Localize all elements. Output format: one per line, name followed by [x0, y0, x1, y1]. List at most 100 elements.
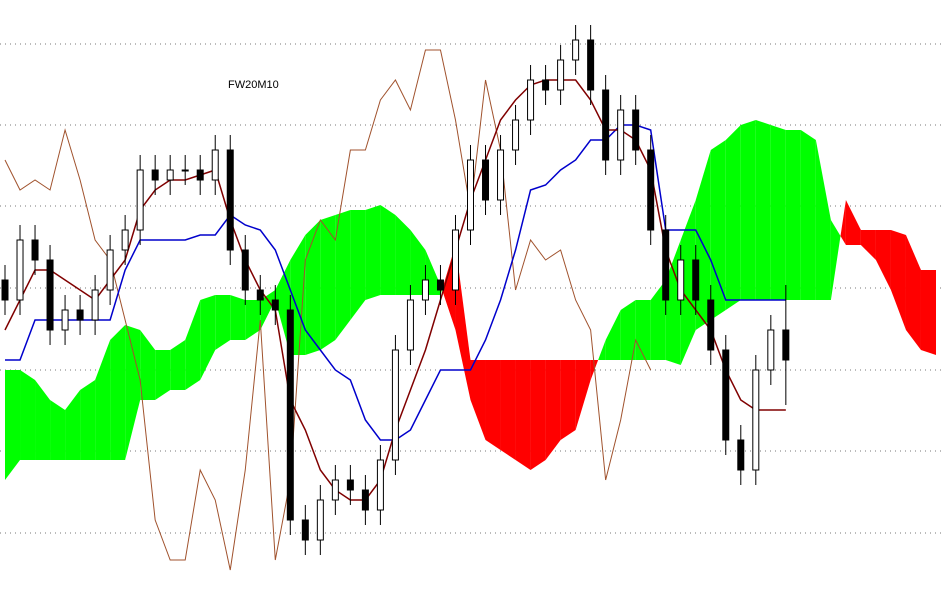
candle-body: [662, 229, 670, 301]
cloud-segment: [380, 205, 396, 295]
cloud-segment: [920, 270, 936, 355]
candle-body: [722, 349, 730, 441]
candle-body: [542, 79, 550, 91]
cloud-segment: [125, 325, 141, 460]
candle-body: [16, 239, 24, 301]
cloud-segment: [545, 360, 561, 460]
candle-body: [587, 39, 595, 91]
cloud-segment: [770, 125, 786, 300]
cloud-segment: [200, 295, 216, 380]
cloud-segment: [335, 210, 351, 340]
cloud-segment: [410, 230, 426, 295]
cloud-segment: [110, 325, 126, 460]
cloud-segment: [875, 230, 891, 290]
cloud-segment: [710, 140, 726, 320]
cloud-segment: [605, 310, 621, 360]
cloud-segment: [890, 230, 906, 330]
candle-body: [602, 89, 610, 161]
cloud-segment: [65, 390, 81, 460]
candle-body: [46, 259, 54, 331]
candle-body: [301, 519, 309, 541]
candle-body: [1, 279, 9, 301]
cloud-segment: [305, 220, 321, 355]
candle-body: [136, 169, 144, 231]
cloud-segment: [845, 200, 861, 245]
candle-body: [121, 229, 129, 251]
cloud-segment: [50, 400, 66, 460]
cloud-segment: [598, 340, 606, 360]
cloud-segment: [785, 130, 801, 300]
candle-body: [196, 169, 204, 181]
candle-body: [482, 159, 490, 201]
chart-title: FW20M10: [228, 79, 279, 91]
cloud-segment: [650, 280, 666, 360]
cloud-segment: [245, 300, 261, 340]
candle-body: [106, 249, 114, 291]
candle-body: [752, 369, 760, 471]
candle-body: [61, 309, 69, 331]
cloud-segment: [350, 210, 366, 320]
candle-body: [557, 59, 565, 91]
cloud-segment: [275, 260, 291, 355]
candle-body: [632, 109, 640, 151]
candle-body: [527, 79, 535, 121]
candle-body: [271, 299, 279, 311]
candle-body: [647, 149, 655, 231]
cloud-segment: [725, 125, 741, 310]
cloud-segment: [230, 295, 246, 340]
candle-body: [767, 329, 775, 371]
cloud-segment: [695, 150, 711, 330]
candle-body: [91, 289, 99, 321]
cloud-segment: [425, 250, 441, 295]
candle-body: [436, 279, 444, 291]
candle-body: [451, 229, 459, 291]
cloud-segment: [860, 230, 876, 260]
candle-body: [361, 489, 369, 511]
cloud-segment: [680, 200, 696, 365]
cloud-segment: [170, 340, 186, 390]
cloud-segment: [530, 360, 546, 470]
candle-body: [31, 239, 39, 261]
cloud-segment: [95, 340, 111, 460]
cloud-segment: [740, 120, 756, 300]
candle-body: [572, 39, 580, 61]
cloud-segment: [500, 360, 516, 460]
cloud-segment: [905, 235, 921, 350]
cloud-segment: [395, 215, 411, 295]
cloud-segment: [635, 300, 651, 360]
candle-body: [677, 259, 685, 301]
cloud-segment: [215, 295, 231, 350]
cloud-segment: [800, 130, 816, 300]
cloud-segment: [755, 120, 771, 300]
candle-body: [782, 329, 790, 361]
cloud-segment: [470, 360, 486, 440]
cloud-segment: [35, 380, 51, 460]
candle-body: [151, 169, 159, 181]
cloud-segment: [515, 360, 531, 470]
candle-body: [617, 109, 625, 161]
cloud-segment: [185, 300, 201, 390]
cloud-segment: [320, 215, 336, 350]
candle-body: [211, 149, 219, 181]
candle-body: [406, 299, 414, 351]
cloud-segment: [830, 220, 841, 300]
cloud-segment: [620, 300, 636, 360]
cloud-segment: [560, 360, 576, 440]
cloud-segment: [5, 370, 21, 480]
candle-body: [707, 299, 715, 351]
candle-body: [226, 149, 234, 251]
cloud-segment: [260, 290, 276, 330]
candle-body: [346, 479, 354, 491]
candle-body: [286, 309, 294, 521]
candle-body: [166, 169, 174, 181]
cloud-segment: [455, 245, 471, 400]
cloud-segment: [290, 235, 306, 355]
candle-body: [467, 159, 474, 231]
candle-body: [512, 119, 520, 151]
cloud-segment: [140, 330, 156, 400]
cloud-segment: [575, 360, 591, 430]
cloud-segment: [665, 240, 681, 365]
candle-body: [331, 479, 339, 501]
candle-body: [181, 169, 189, 172]
